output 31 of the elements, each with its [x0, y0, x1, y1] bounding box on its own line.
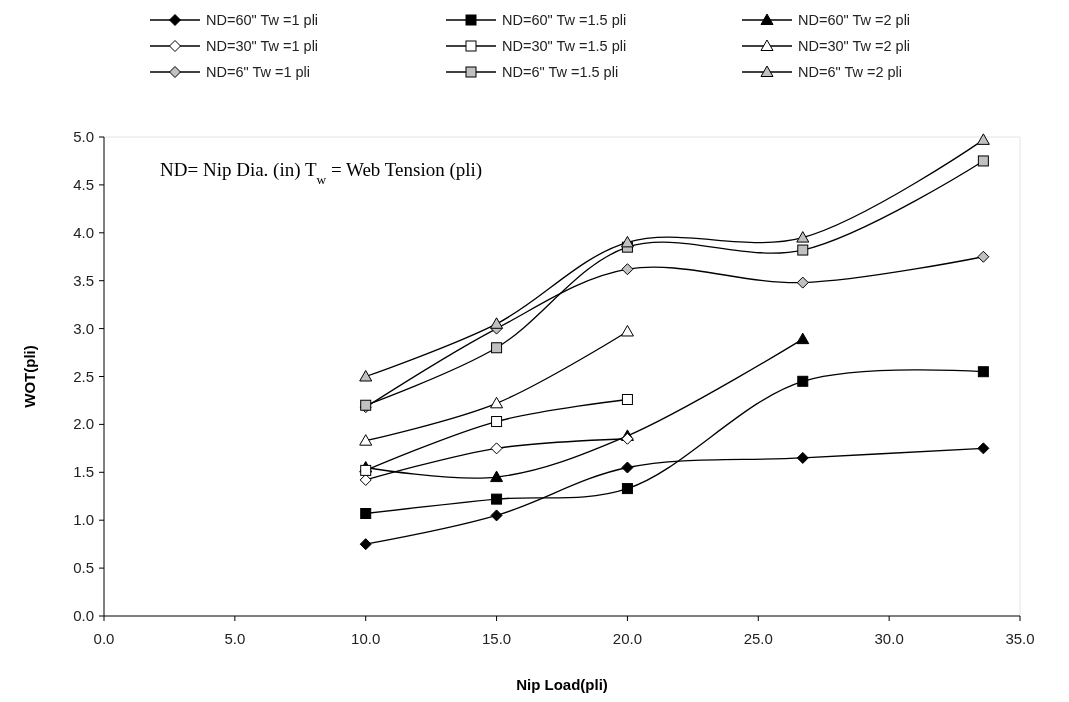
- legend-label: ND=6" Tw =2 pli: [798, 64, 903, 80]
- y-tick-label: 2.0: [73, 415, 94, 433]
- x-tick-label: 30.0: [874, 630, 904, 647]
- x-tick-label: 5.0: [224, 630, 246, 647]
- y-tick-label: 2.5: [73, 367, 94, 385]
- y-tick-label: 1.0: [73, 511, 94, 529]
- legend-label: ND=60" Tw =1.5 pli: [502, 12, 627, 28]
- x-tick-label: 15.0: [481, 630, 512, 647]
- legend-label: ND=30" Tw =1 pli: [206, 38, 319, 54]
- y-tick-label: 0.0: [73, 607, 94, 624]
- y-tick-label: 0.5: [73, 559, 94, 577]
- legend-label: ND=30" Tw =2 pli: [798, 38, 911, 54]
- x-tick-label: 10.0: [351, 630, 381, 647]
- legend-label: ND=60" Tw =2 pli: [798, 12, 911, 28]
- y-tick-label: 4.5: [73, 175, 94, 193]
- x-tick-label: 0.0: [93, 630, 115, 647]
- legend-label: ND=60" Tw =1 pli: [206, 12, 319, 28]
- y-tick-label: 3.0: [73, 319, 94, 337]
- x-tick-label: 20.0: [612, 630, 643, 647]
- legend-label: ND=6" Tw =1.5 pli: [502, 64, 619, 80]
- x-axis-title: Nip Load(pli): [516, 676, 608, 693]
- legend-label: ND=30" Tw =1.5 pli: [502, 38, 627, 54]
- y-axis-title: WOT(pli): [21, 345, 38, 408]
- y-tick-label: 1.5: [73, 463, 94, 481]
- y-tick-label: 3.5: [73, 271, 94, 289]
- annotation: ND= Nip Dia. (in) T$_{w}$ = Web Tension (pli): [160, 159, 483, 187]
- x-tick-label: 25.0: [743, 630, 773, 647]
- y-tick-label: 5.0: [73, 128, 94, 145]
- y-tick-label: 4.0: [73, 223, 94, 241]
- legend-label: ND=6" Tw =1 pli: [206, 64, 311, 80]
- x-tick-label: 35.0: [1005, 630, 1035, 647]
